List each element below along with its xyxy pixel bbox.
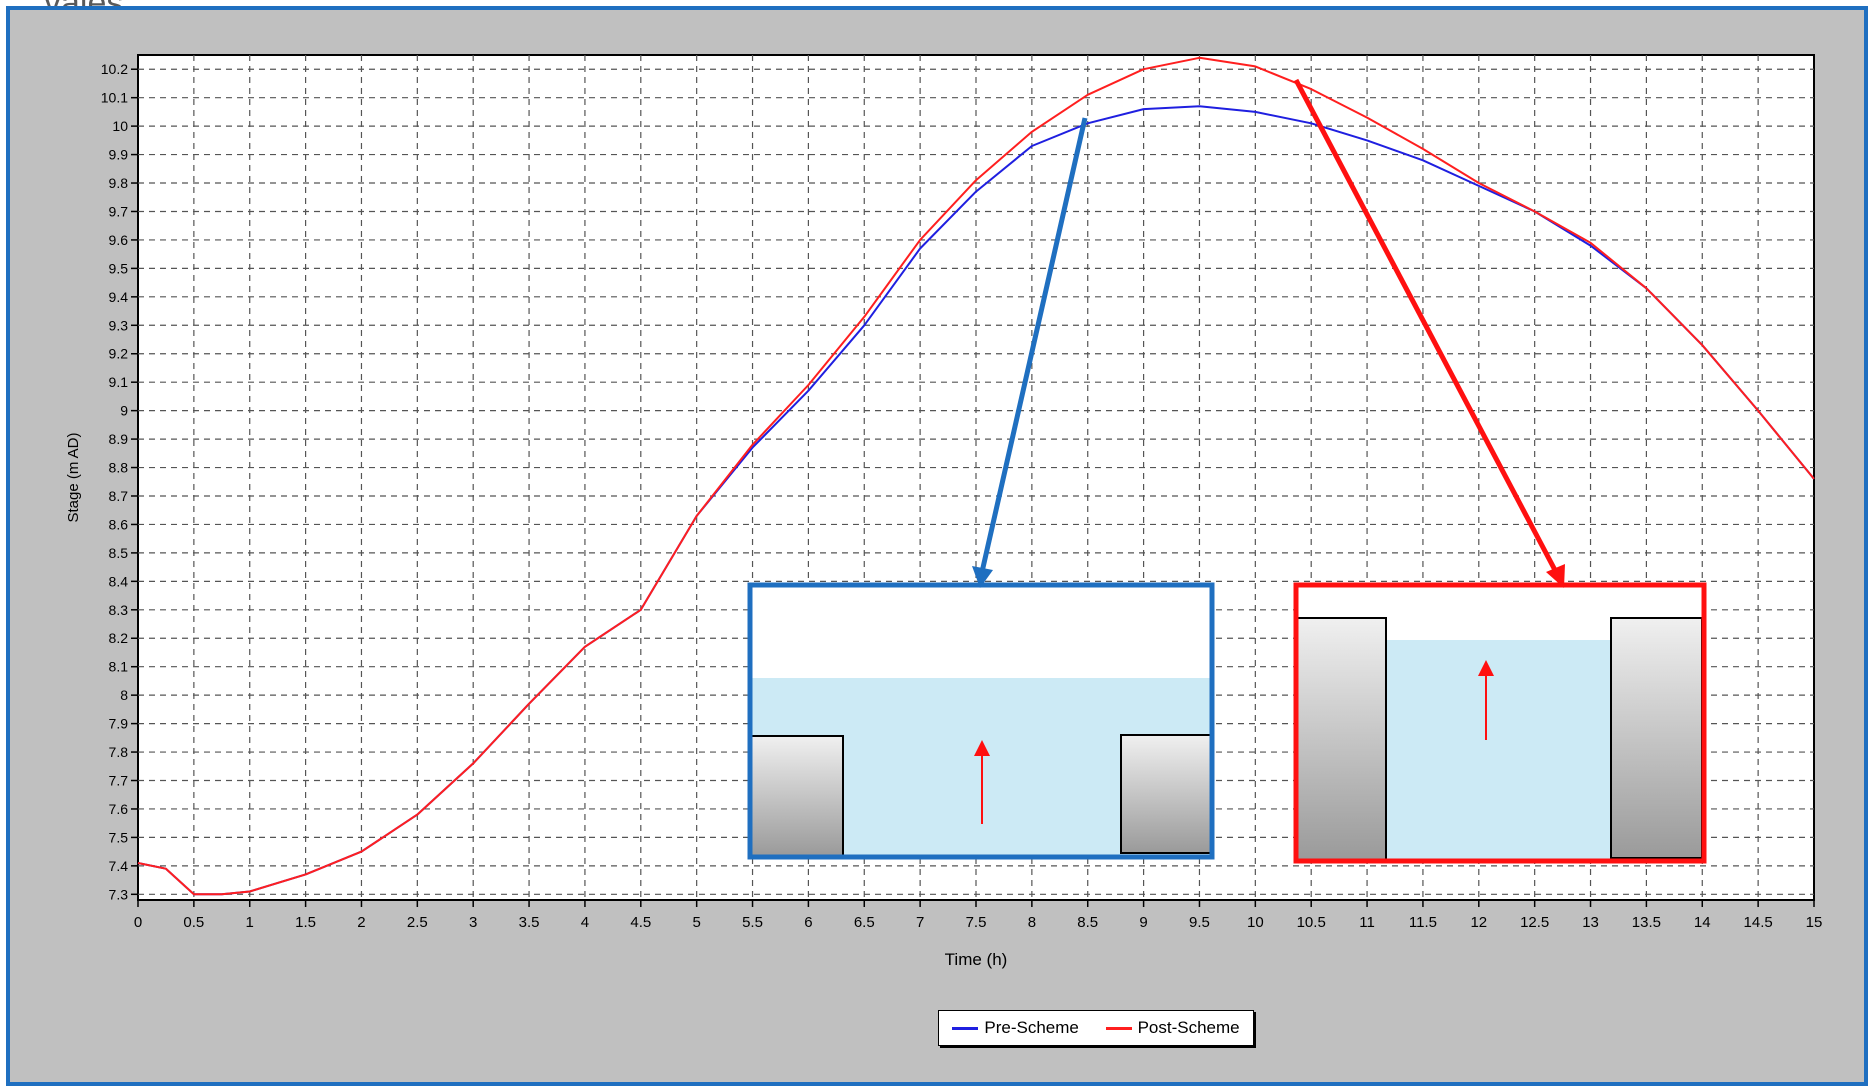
series-line-post-scheme: [137, 56, 1815, 896]
inset-pre-bank-right: [1120, 734, 1212, 854]
callout-arrowhead-blue: [972, 566, 993, 588]
callout-arrow-red: [1293, 78, 1559, 574]
y-tick-label: 9.1: [109, 374, 129, 390]
x-tick-label: 3.5: [519, 914, 540, 931]
y-tick-label: 8.8: [109, 460, 129, 476]
y-tick-label: 9.6: [109, 232, 129, 248]
y-tick-label: 8.1: [109, 659, 129, 675]
x-tick-label: 5: [692, 914, 700, 931]
y-tick-label: 8.2: [109, 630, 129, 646]
inset-post-bank-right: [1610, 617, 1703, 859]
x-tick-label: 2: [357, 914, 365, 931]
y-tick-label: 8.5: [109, 545, 129, 561]
y-tick-label: 9.8: [109, 175, 129, 191]
x-tick-label: 3: [469, 914, 477, 931]
x-tick-label: 1.5: [295, 914, 316, 931]
x-tick-label: 8: [1028, 914, 1036, 931]
x-tick-label: 6: [804, 914, 812, 931]
y-tick-label: 7.5: [109, 829, 129, 845]
x-tick-label: 4: [581, 914, 589, 931]
inset-pre-scheme: [747, 582, 1215, 860]
inset-pre-arrowhead: [974, 740, 990, 756]
y-tick-label: 7.3: [109, 886, 129, 902]
y-tick-label: 8.6: [109, 516, 129, 532]
x-tick-label: 13.5: [1632, 914, 1661, 931]
y-tick-label: 8.9: [109, 431, 129, 447]
y-tick-label: 9.7: [109, 203, 129, 219]
x-tick-label: 11: [1359, 914, 1375, 931]
y-tick-label: 9.2: [109, 346, 129, 362]
callout-arrows: [972, 78, 1565, 588]
inset-post-scheme: [1293, 582, 1707, 864]
x-axis-label: Time (h): [945, 950, 1008, 969]
x-tick-label: 11.5: [1409, 914, 1437, 931]
inset-post-arrowhead: [1478, 660, 1494, 676]
x-tick-label: 7: [916, 914, 924, 931]
x-tick-label: 14: [1694, 914, 1711, 931]
y-tick-label: 8: [120, 687, 128, 703]
y-tick-label: 8.7: [109, 488, 129, 504]
x-tick-label: 5.5: [742, 914, 763, 931]
legend: Pre-Scheme Post-Scheme: [938, 1010, 1254, 1046]
y-tick-label: 8.4: [109, 573, 129, 589]
series-layer: [137, 56, 1815, 896]
x-tick-label: 0: [134, 914, 142, 931]
y-tick-label: 7.8: [109, 744, 129, 760]
y-tick-label: 7.4: [109, 858, 129, 874]
y-tick-label: 9.4: [109, 289, 129, 305]
x-tick-label: 1: [246, 914, 254, 931]
y-axis-ticks: 7.3 7.4 7.5 7.6 7.7 7.8 7.9 8 8.1 8.2 8.3 8.4 8.5 8.6…: [101, 61, 138, 902]
x-tick-label: 13: [1582, 914, 1599, 931]
x-tick-label: 14.5: [1744, 914, 1773, 931]
x-tick-label: 9.5: [1189, 914, 1210, 931]
callout-arrow-blue: [979, 117, 1088, 573]
inset-pre-bank-left: [750, 735, 844, 857]
y-tick-label: 7.6: [109, 801, 129, 817]
x-tick-label: 7.5: [966, 914, 987, 931]
legend-swatch-pre: [952, 1026, 979, 1030]
legend-label-pre: Pre-Scheme: [984, 1018, 1079, 1037]
inset-post-border: [1293, 582, 1707, 864]
x-tick-label: 2.5: [407, 914, 428, 931]
legend-item-pre: Pre-Scheme: [952, 1018, 1079, 1038]
y-tick-label: 9.3: [109, 317, 129, 333]
x-tick-label: 10: [1247, 914, 1264, 931]
x-tick-label: 12: [1470, 914, 1487, 931]
legend-label-post: Post-Scheme: [1137, 1018, 1240, 1037]
y-tick-label: 9: [120, 403, 128, 419]
y-tick-label: 10: [112, 118, 128, 134]
y-tick-label: 8.3: [109, 602, 129, 618]
x-tick-label: 9: [1139, 914, 1147, 931]
legend-item-post: Post-Scheme: [1105, 1018, 1240, 1038]
inset-post-water: [1386, 640, 1612, 860]
y-axis-label: Stage (m AD): [65, 432, 82, 522]
x-tick-label: 12.5: [1520, 914, 1549, 931]
legend-swatch-post: [1105, 1026, 1132, 1030]
y-tick-label: 9.5: [109, 260, 129, 276]
x-tick-label: 0.5: [183, 914, 204, 931]
y-tick-label: 7.7: [109, 773, 129, 789]
x-tick-label: 15: [1806, 914, 1823, 931]
y-tick-label: 10.2: [101, 61, 128, 77]
callout-arrowhead-red: [1546, 564, 1565, 588]
y-tick-label: 7.9: [109, 716, 129, 732]
x-tick-label: 6.5: [854, 914, 875, 931]
x-tick-label: 10.5: [1297, 914, 1326, 931]
x-tick-label: 4.5: [630, 914, 651, 931]
inset-post-bank-left: [1296, 617, 1387, 861]
y-tick-label: 10.1: [101, 90, 128, 106]
y-tick-label: 9.9: [109, 147, 129, 163]
x-axis-ticks: 0 0.5 1 1.5 2 2.5 3 3.5 4 4.5 5 5.5 6 6.5 7 7.5 8 8.5 9 9.5…: [134, 900, 1823, 931]
x-tick-label: 8.5: [1077, 914, 1098, 931]
